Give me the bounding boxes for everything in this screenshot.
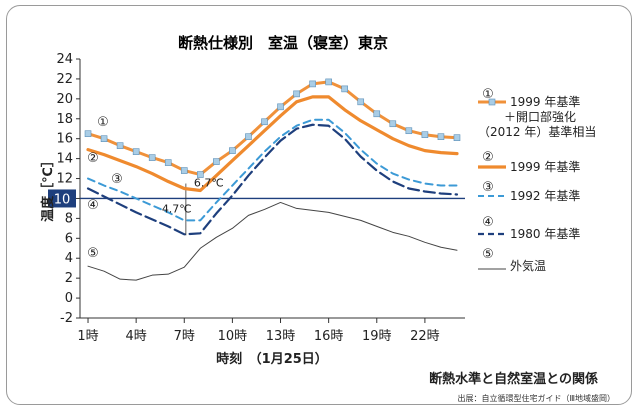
series-1-point	[389, 120, 397, 128]
x-tick-label: 4時	[126, 329, 147, 344]
series-1-point	[405, 127, 413, 135]
x-tick-label: 1時	[77, 329, 98, 344]
annotation-label: 6.7℃	[194, 177, 224, 190]
series-line-2	[86, 95, 459, 193]
chart-title: 断熱仕様別 室温（寝室）東京	[178, 34, 388, 52]
series-1-point	[341, 85, 348, 93]
y-tick-label: 12	[56, 172, 73, 187]
x-tick-label: 7時	[174, 329, 195, 344]
series-2-number-label: ②	[87, 151, 99, 166]
y-tick-label: -2	[60, 311, 73, 326]
series-1-point	[213, 158, 220, 165]
series-1-point	[453, 134, 461, 141]
y-tick-label: 8	[65, 211, 73, 226]
y-tick-label: 22	[56, 72, 73, 87]
series-1-point	[116, 142, 124, 149]
series-1-number-label: ①	[97, 115, 109, 130]
series-1-point	[373, 110, 381, 118]
chart-subtitle: 断熱水準と自然室温との関係	[429, 371, 598, 387]
x-tick-label: 16時	[314, 329, 344, 344]
y-tick-label: 16	[56, 132, 73, 147]
highlight-10-box	[48, 189, 76, 208]
highlight-line-group: 10	[48, 189, 465, 208]
y-tick-label: 6	[65, 231, 73, 246]
series-point-markers	[84, 78, 461, 178]
x-tick-label: 22時	[410, 329, 440, 344]
series-1-point	[357, 98, 365, 106]
y-tick-label: 24	[56, 52, 73, 67]
legend-number: ⑤	[482, 247, 494, 262]
series-5-number-label: ⑤	[87, 246, 99, 261]
series-1-point	[197, 171, 204, 178]
y-tick-label: 2	[65, 271, 73, 286]
y-tick-label: 20	[56, 92, 73, 107]
y-tick-label: 18	[56, 112, 73, 127]
series-1-point	[148, 154, 156, 161]
series-1-point	[229, 147, 236, 154]
series-number-labels: ① ②③④ ⑤	[87, 115, 123, 261]
series-1-point	[437, 133, 445, 140]
series-1-point	[293, 90, 300, 98]
legend-number: ①	[482, 87, 494, 102]
legend-label-2: 1999 年基準	[510, 159, 580, 174]
series-1-point	[261, 118, 268, 126]
source-note: 出展：自立循環型住宅ガイド（Ⅲ地域盛岡）	[457, 393, 615, 403]
series-1-point	[245, 133, 252, 140]
series-line-3	[87, 118, 458, 222]
series-1-point	[180, 167, 188, 174]
series-4-number-label: ④	[87, 198, 99, 213]
legend-label-3: 1992 年基準	[510, 188, 580, 203]
series-line-1	[86, 80, 459, 177]
legend-label-1: 1999 年基準＋開口部強化（2012 年）基準相当	[478, 94, 596, 139]
annotation-label: 4.7℃	[162, 202, 192, 215]
series-1-point	[277, 103, 284, 111]
series-lines	[86, 80, 459, 281]
series-1-point	[84, 130, 92, 138]
series-3-number-label: ③	[111, 172, 123, 187]
highlight-10-label: 10	[54, 192, 71, 207]
y-axis-title: 温度［℃］	[40, 154, 56, 222]
x-axis-title: 時刻 （1月25日）	[216, 351, 328, 367]
y-tick-label: 0	[65, 291, 73, 306]
y-tick-labels: -2024681012141618202224	[56, 52, 80, 326]
y-tick-label: 4	[65, 251, 73, 266]
annotations: 6.7℃4.7℃	[162, 177, 224, 216]
series-1-point	[132, 148, 140, 155]
legend: ① 1999 年基準＋開口部強化（2012 年）基準相当 ② 1999 年基準 ③ 199…	[478, 87, 596, 273]
legend-label-5: 外気温	[510, 258, 546, 273]
x-tick-label: 10時	[218, 329, 248, 344]
series-1-point	[164, 159, 172, 166]
chart-frame	[6, 5, 632, 405]
series-1-point	[325, 78, 332, 86]
legend-label-4: 1980 年基準	[510, 226, 580, 241]
legend-swatch-marker	[488, 98, 496, 106]
legend-number: ③	[482, 180, 494, 195]
series-1-point	[421, 131, 429, 139]
x-tick-labels: 1時 4時 7時 10時 13時 16時 19時 22時	[77, 318, 440, 344]
y-tick-label: 14	[56, 152, 73, 167]
series-1-point	[100, 135, 108, 142]
legend-number: ②	[482, 150, 494, 165]
series-1-point	[309, 80, 316, 88]
legend-number: ④	[482, 215, 494, 230]
x-tick-label: 13時	[266, 329, 296, 344]
series-line-5	[87, 201, 458, 281]
x-tick-label: 19時	[362, 329, 392, 344]
series-line-4	[86, 123, 459, 236]
